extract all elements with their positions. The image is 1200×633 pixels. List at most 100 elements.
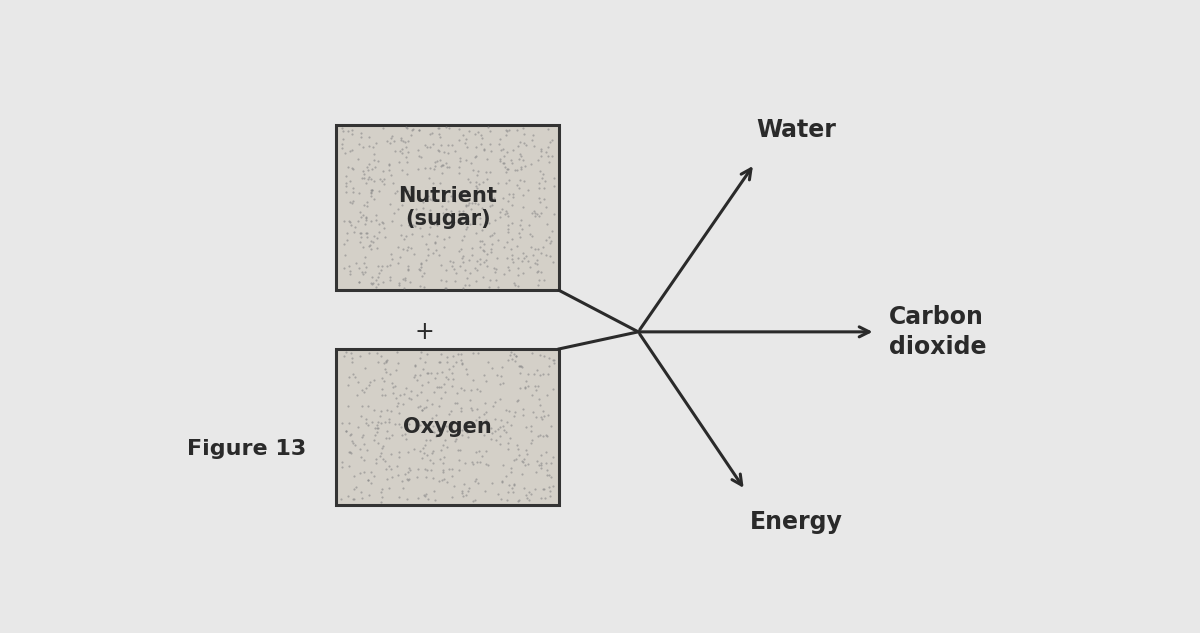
Point [409, 264, 428, 274]
Point [467, 181, 486, 191]
Point [474, 410, 493, 420]
Point [490, 422, 509, 432]
Point [438, 196, 457, 206]
Point [439, 373, 458, 384]
Point [526, 258, 545, 268]
Point [494, 425, 514, 435]
Point [503, 254, 522, 264]
Point [511, 164, 530, 174]
Point [457, 223, 476, 234]
Point [510, 361, 529, 372]
Point [360, 241, 379, 251]
Point [530, 197, 550, 207]
Point [470, 385, 490, 396]
Point [455, 232, 474, 242]
Point [536, 235, 556, 245]
Point [527, 384, 546, 394]
Point [528, 154, 547, 165]
Point [502, 244, 521, 254]
Point [481, 248, 500, 258]
Point [354, 387, 373, 397]
Point [482, 363, 502, 373]
Point [473, 419, 492, 429]
Point [463, 165, 482, 175]
Point [496, 209, 515, 219]
Point [498, 237, 517, 248]
Point [491, 439, 510, 449]
Point [434, 474, 454, 484]
Point [418, 142, 437, 153]
Point [359, 490, 378, 500]
Point [392, 200, 412, 210]
Point [472, 451, 491, 461]
Point [478, 174, 497, 184]
Point [461, 396, 480, 406]
Point [364, 435, 383, 445]
Point [536, 147, 556, 157]
Point [434, 147, 454, 157]
Point [517, 251, 536, 261]
Point [382, 463, 401, 473]
Point [354, 269, 373, 279]
Point [530, 429, 550, 439]
Point [532, 458, 551, 468]
Point [398, 245, 418, 255]
Point [460, 197, 479, 208]
Point [467, 177, 486, 187]
Point [545, 358, 564, 368]
Point [467, 183, 486, 193]
Point [437, 122, 456, 132]
Point [532, 412, 551, 422]
Point [390, 492, 409, 503]
Point [367, 210, 386, 220]
Point [420, 142, 439, 152]
Point [463, 458, 482, 468]
Point [521, 421, 540, 431]
Point [439, 363, 458, 373]
Point [350, 444, 370, 454]
Point [452, 486, 472, 496]
Point [511, 151, 530, 161]
Point [443, 213, 462, 223]
Point [372, 406, 391, 416]
Point [523, 130, 542, 141]
Point [379, 160, 398, 170]
Point [422, 399, 442, 409]
Point [383, 216, 402, 227]
Point [515, 253, 534, 263]
Point [522, 159, 541, 169]
Point [475, 486, 494, 496]
Point [502, 463, 521, 473]
Point [452, 487, 472, 498]
Point [437, 372, 456, 382]
Point [510, 175, 529, 185]
Point [368, 261, 388, 271]
Point [432, 445, 451, 455]
Point [388, 186, 407, 196]
Point [449, 217, 468, 227]
Point [355, 219, 374, 229]
Point [343, 368, 362, 379]
Point [524, 141, 544, 151]
Point [445, 146, 464, 156]
Point [402, 386, 421, 396]
Point [532, 492, 551, 503]
Point [356, 211, 376, 222]
Point [425, 486, 444, 496]
Point [444, 217, 463, 227]
Point [376, 363, 395, 373]
Point [372, 265, 391, 275]
Point [356, 261, 376, 272]
Point [510, 149, 529, 160]
Point [410, 194, 430, 204]
Point [530, 349, 550, 360]
Point [352, 451, 371, 461]
Point [390, 390, 409, 400]
Point [488, 177, 508, 187]
Point [467, 142, 486, 153]
Point [367, 243, 386, 253]
Point [446, 357, 466, 367]
Point [445, 275, 464, 285]
Point [505, 406, 524, 417]
Point [451, 153, 470, 163]
